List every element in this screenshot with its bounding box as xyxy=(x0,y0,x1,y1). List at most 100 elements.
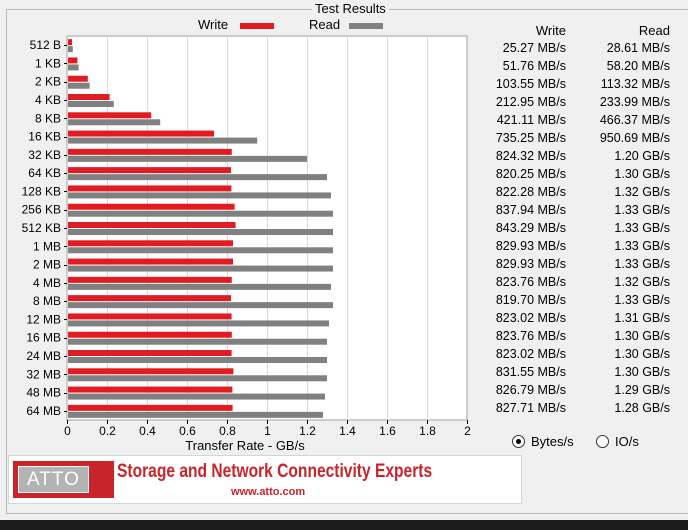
read-bar xyxy=(68,64,79,71)
legend-read-label: Read xyxy=(309,17,341,32)
write-bar xyxy=(68,148,232,155)
y-category-label: 32 MB xyxy=(26,367,61,381)
read-bar xyxy=(68,393,325,400)
x-tick-label: 1 xyxy=(264,424,271,438)
x-axis-label: Transfer Rate - GB/s xyxy=(185,438,305,453)
read-result-value: 28.61 MB/s xyxy=(606,41,670,55)
io-per-second-radio[interactable] xyxy=(596,435,609,448)
read-bar xyxy=(68,155,307,162)
read-result-value: 1.33 GB/s xyxy=(614,221,670,235)
y-category-label: 2 KB xyxy=(35,75,61,89)
x-tick-label: 0 xyxy=(64,424,71,438)
bytes-per-second-radio[interactable] xyxy=(512,435,525,448)
y-category-label: 64 KB xyxy=(28,166,61,180)
write-result-value: 421.11 MB/s xyxy=(496,113,566,127)
read-result-value: 1.30 GB/s xyxy=(614,365,670,379)
radio-selected-dot xyxy=(516,439,521,444)
read-bar xyxy=(68,320,329,327)
write-bar xyxy=(68,203,235,210)
x-tick-label: 1.2 xyxy=(299,424,316,438)
y-category-label: 512 KB xyxy=(22,221,61,235)
read-result-value: 58.20 MB/s xyxy=(606,59,670,73)
transfer-rate-chart: 0 0.2 0.4 0.6 0.8 1 1.2 1.4 1.6 1.8 2 512 B 1 KB 2 KB… xyxy=(22,35,471,453)
read-bar xyxy=(68,174,327,181)
x-tick-label: 0.4 xyxy=(139,424,156,438)
read-bar xyxy=(68,46,73,53)
read-bar xyxy=(68,119,161,126)
read-bar xyxy=(68,375,327,382)
x-tick-label: 0.2 xyxy=(99,424,116,438)
write-result-value: 823.02 MB/s xyxy=(495,311,566,325)
y-category-label: 1 MB xyxy=(33,239,61,253)
read-result-value: 1.33 GB/s xyxy=(614,257,670,271)
read-result-value: 113.32 MB/s xyxy=(600,77,670,91)
y-category-label: 128 KB xyxy=(22,184,61,198)
write-result-value: 824.32 MB/s xyxy=(495,149,566,163)
write-result-value: 820.25 MB/s xyxy=(495,167,566,181)
write-result-value: 827.71 MB/s xyxy=(495,401,566,415)
read-bar xyxy=(68,137,258,144)
write-result-value: 822.28 MB/s xyxy=(495,185,566,199)
write-bar xyxy=(68,222,236,228)
read-result-value: 1.28 GB/s xyxy=(614,401,670,415)
atto-logo: ATTO xyxy=(13,461,114,498)
atto-banner[interactable]: ATTO Storage and Network Connectivity Ex… xyxy=(8,455,522,504)
read-result-value: 1.29 GB/s xyxy=(614,383,670,397)
read-result-value: 466.37 MB/s xyxy=(599,113,670,127)
x-tick-label: 1.8 xyxy=(419,424,436,438)
y-category-label: 1 KB xyxy=(35,56,61,70)
legend-write-swatch xyxy=(240,23,274,29)
write-bar xyxy=(68,295,231,302)
y-category-label: 32 KB xyxy=(28,148,61,162)
taskbar xyxy=(0,520,688,530)
write-result-value: 212.95 MB/s xyxy=(495,95,566,109)
write-bar xyxy=(68,39,72,46)
read-result-value: 1.30 GB/s xyxy=(614,167,670,181)
y-category-label: 4 KB xyxy=(35,93,61,107)
read-result-value: 233.99 MB/s xyxy=(599,95,670,109)
write-bar xyxy=(68,368,234,375)
read-bar xyxy=(68,302,333,309)
write-result-value: 831.55 MB/s xyxy=(495,365,566,379)
write-result-value: 826.79 MB/s xyxy=(495,383,566,397)
y-category-label: 16 KB xyxy=(28,130,61,144)
io-per-second-label[interactable]: IO/s xyxy=(615,434,639,449)
legend-read-swatch xyxy=(349,23,383,29)
y-category-label: 8 MB xyxy=(33,294,61,308)
read-result-value: 1.30 GB/s xyxy=(614,347,670,361)
write-bar xyxy=(68,386,233,393)
write-result-value: 837.94 MB/s xyxy=(495,203,566,217)
legend-write-label: Write xyxy=(198,17,229,32)
read-bar xyxy=(68,338,327,345)
write-result-value: 829.93 MB/s xyxy=(495,239,566,253)
read-result-value: 950.69 MB/s xyxy=(599,131,670,145)
read-bar xyxy=(68,247,333,254)
y-category-label: 24 MB xyxy=(26,349,61,363)
write-bar xyxy=(68,313,232,320)
x-tick-label: 1.4 xyxy=(339,424,356,438)
read-result-value: 1.30 GB/s xyxy=(614,329,670,343)
y-category-label: 256 KB xyxy=(22,203,61,217)
write-result-value: 843.29 MB/s xyxy=(495,221,566,235)
write-bar xyxy=(68,258,233,265)
x-tick-label: 0.6 xyxy=(179,424,196,438)
banner-url[interactable]: www.atto.com xyxy=(231,486,306,498)
write-result-value: 103.55 MB/s xyxy=(495,77,566,91)
read-result-value: 1.20 GB/s xyxy=(614,149,670,163)
read-bar xyxy=(68,357,327,363)
y-category-label: 64 MB xyxy=(26,404,61,418)
read-bar xyxy=(68,411,323,418)
read-bar xyxy=(68,229,333,235)
read-result-value: 1.33 GB/s xyxy=(614,293,670,307)
read-result-value: 1.32 GB/s xyxy=(614,185,670,199)
y-category-label: 2 MB xyxy=(33,258,61,272)
write-result-value: 51.76 MB/s xyxy=(502,59,566,73)
read-bar xyxy=(68,101,114,107)
write-bar xyxy=(68,240,233,247)
read-column-header: Read xyxy=(638,23,670,38)
write-bar xyxy=(68,75,88,82)
write-result-value: 829.93 MB/s xyxy=(495,257,566,271)
banner-headline: Storage and Network Connectivity Experts xyxy=(117,461,433,482)
write-result-value: 735.25 MB/s xyxy=(495,131,566,145)
bytes-per-second-label[interactable]: Bytes/s xyxy=(531,434,574,449)
